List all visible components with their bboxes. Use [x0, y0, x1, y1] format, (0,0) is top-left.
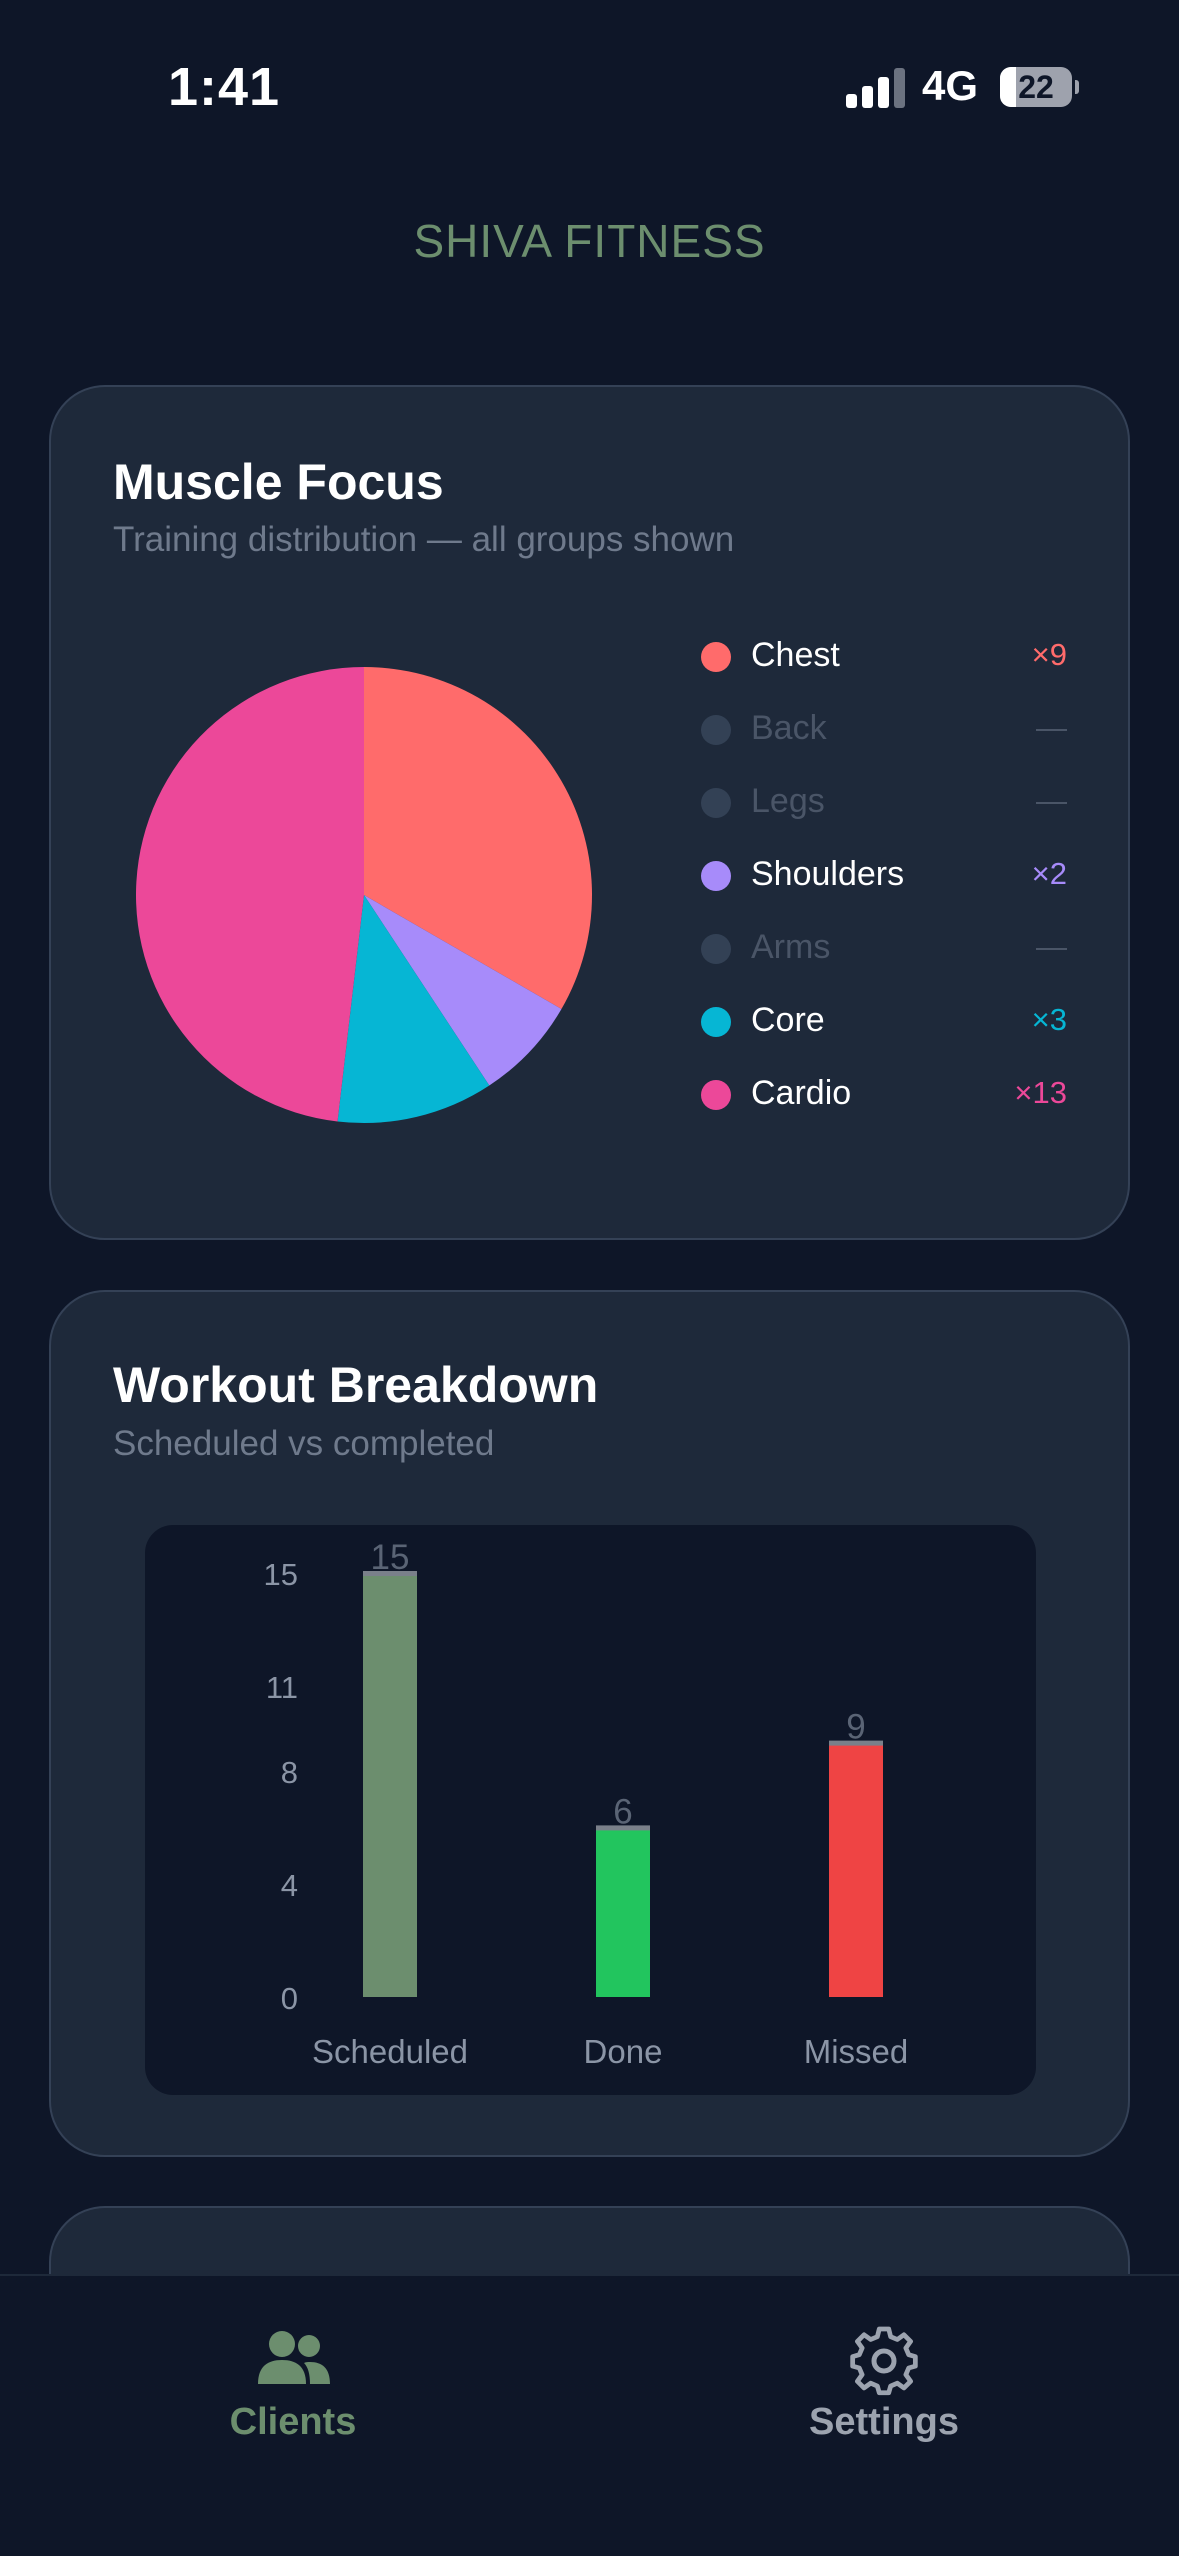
- legend-dot: [701, 715, 731, 745]
- bar-scheduled: [363, 1573, 417, 1997]
- muscle-focus-card: Muscle Focus Training distribution — all…: [49, 385, 1130, 1240]
- legend-dot: [701, 861, 731, 891]
- legend-value: —: [1036, 929, 1067, 964]
- tab-clients[interactable]: Clients: [143, 2276, 443, 2476]
- tab-bar: Clients Settings: [0, 2274, 1179, 2556]
- legend-label: Chest: [751, 636, 840, 674]
- y-tick-label: 4: [281, 1868, 298, 1903]
- bar-cap: [596, 1825, 650, 1831]
- y-tick-label: 8: [281, 1755, 298, 1790]
- y-tick-label: 11: [266, 1670, 298, 1705]
- y-tick-label: 15: [264, 1557, 298, 1592]
- legend-dot: [701, 1080, 731, 1110]
- status-bar: 1:41 4G 22: [0, 0, 1179, 180]
- legend-item-core: Core ×3: [701, 992, 1131, 1052]
- battery-level: 22: [1018, 69, 1054, 105]
- battery-icon: 22: [1000, 67, 1079, 107]
- muscle-focus-subtitle: Training distribution — all groups shown: [113, 520, 735, 559]
- legend-item-cardio: Cardio ×13: [701, 1065, 1131, 1125]
- pie-slice-chest: [364, 667, 592, 1009]
- x-category-label: Missed: [804, 2033, 909, 2070]
- workout-breakdown-title: Workout Breakdown: [113, 1357, 599, 1413]
- x-category-label: Scheduled: [312, 2033, 468, 2070]
- legend-label: Arms: [751, 928, 831, 966]
- bar-value-label: 9: [846, 1708, 865, 1747]
- legend-dot: [701, 934, 731, 964]
- workout-breakdown-subtitle: Scheduled vs completed: [113, 1424, 495, 1463]
- legend-item-shoulders: Shoulders ×2: [701, 846, 1131, 906]
- legend-dot: [701, 1007, 731, 1037]
- legend-value: —: [1036, 710, 1067, 745]
- app-title: SHIVA FITNESS: [413, 215, 766, 267]
- tab-settings[interactable]: Settings: [734, 2276, 1034, 2476]
- legend-label: Core: [751, 1001, 825, 1039]
- x-category-label: Done: [584, 2033, 663, 2070]
- legend-label: Legs: [751, 782, 825, 820]
- bar-cap: [829, 1740, 883, 1746]
- tab-settings-label: Settings: [809, 2401, 959, 2443]
- bar-value-label: 15: [371, 1538, 410, 1577]
- legend-value: ×9: [1031, 637, 1067, 672]
- tab-clients-label: Clients: [229, 2401, 357, 2443]
- y-tick-label: 0: [281, 1981, 298, 2016]
- bar-missed: [829, 1742, 883, 1997]
- legend-label: Shoulders: [751, 855, 905, 893]
- legend-label: Cardio: [751, 1074, 852, 1112]
- muscle-pie-chart: [135, 667, 592, 1123]
- bar-done: [596, 1827, 650, 1997]
- legend-dot: [701, 642, 731, 672]
- legend-label: Back: [751, 709, 827, 747]
- legend-item-arms: Arms —: [701, 919, 1131, 979]
- gear-icon: [850, 2326, 918, 2396]
- pie-slice-shoulders: [364, 895, 562, 1086]
- legend-value: —: [1036, 783, 1067, 818]
- legend-value: ×13: [1014, 1075, 1067, 1110]
- workout-bar-chart: 0 4 8 11 15 15 Scheduled 6 Done 9 Missed: [264, 1538, 909, 2070]
- pie-slice-cardio: [135, 667, 364, 1122]
- legend-item-legs: Legs —: [701, 773, 1131, 833]
- legend-item-chest: Chest ×9: [701, 627, 1131, 687]
- users-icon: [258, 2331, 330, 2384]
- muscle-focus-title: Muscle Focus: [113, 454, 444, 510]
- network-label: 4G: [922, 62, 979, 109]
- bar-cap: [363, 1571, 417, 1576]
- pie-slice-core: [337, 895, 490, 1123]
- bar-chart-panel: 0 4 8 11 15 15 Scheduled 6 Done 9 Missed: [145, 1525, 1036, 2095]
- legend-item-back: Back —: [701, 700, 1131, 760]
- legend-dot: [701, 788, 731, 818]
- workout-breakdown-card: Workout Breakdown Scheduled vs completed…: [49, 1290, 1130, 2157]
- legend-value: ×3: [1031, 1002, 1067, 1037]
- legend-value: ×2: [1031, 856, 1067, 891]
- status-time: 1:41: [168, 57, 281, 117]
- bar-value-label: 6: [613, 1792, 632, 1831]
- signal-icon: [846, 68, 906, 108]
